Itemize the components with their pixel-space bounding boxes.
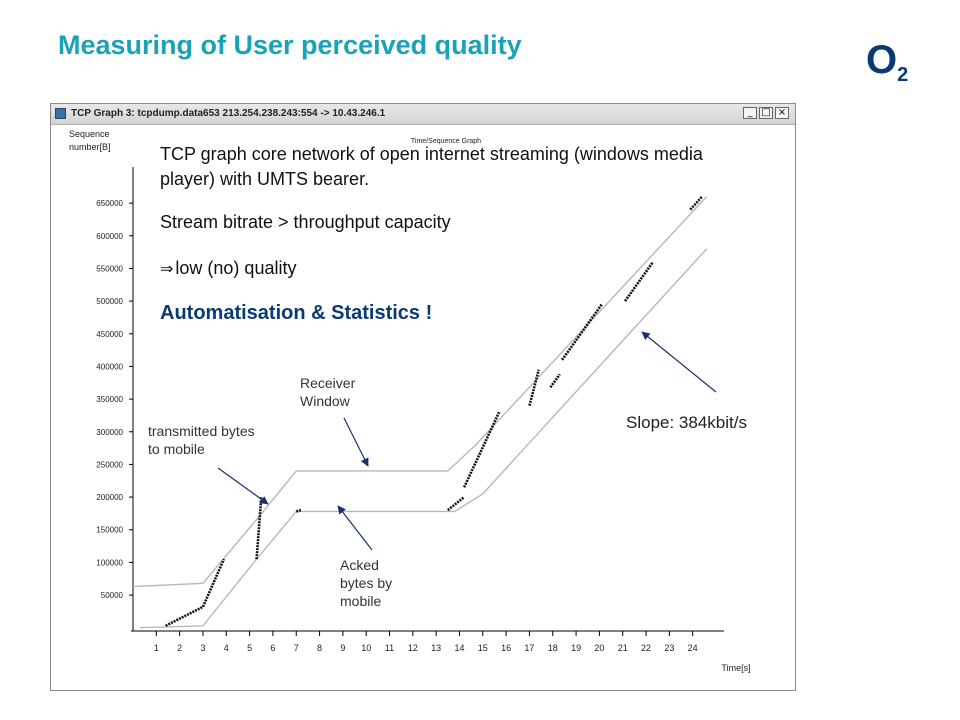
app-icon <box>55 108 66 119</box>
x-tick-label: 15 <box>478 643 488 653</box>
receiver-annotation: Receiver Window <box>300 375 356 409</box>
transmitted-segment <box>549 373 561 389</box>
transmitted-segment <box>528 369 541 406</box>
transmitted-annotation: transmitted bytes to mobile <box>148 423 255 457</box>
transmitted-segment <box>255 496 263 560</box>
minimize-button[interactable]: _ <box>743 107 757 119</box>
maximize-button[interactable]: □ <box>759 107 773 119</box>
x-tick-label: 13 <box>431 643 441 653</box>
logo-main: O <box>866 38 898 82</box>
x-tick-label: 5 <box>247 643 252 653</box>
x-tick-label: 9 <box>340 643 345 653</box>
x-tick-label: 18 <box>548 643 558 653</box>
series-line-0 <box>132 196 708 588</box>
transmitted-segment <box>201 558 226 608</box>
emphasis-text: Automatisation & Statistics ! <box>160 302 433 324</box>
x-tick-label: 3 <box>200 643 205 653</box>
logo-sub: 2 <box>897 64 909 86</box>
close-button[interactable]: × <box>775 107 789 119</box>
y-tick-label: 50000 <box>101 591 124 600</box>
acked-annotation: Acked bytes by mobile <box>340 557 393 609</box>
transmitted-segment <box>623 261 655 302</box>
description-text: TCP graph core network of open internet … <box>160 144 703 189</box>
slide-title: Measuring of User perceived quality <box>58 30 522 60</box>
y-tick-label: 300000 <box>96 428 123 437</box>
x-tick-label: 14 <box>454 643 464 653</box>
y-tick-label: 650000 <box>96 199 123 208</box>
y-tick-label: 100000 <box>96 558 123 567</box>
x-tick-label: 10 <box>361 643 371 653</box>
y-tick-label: 250000 <box>96 460 123 469</box>
x-tick-label: 24 <box>688 643 698 653</box>
transmitted-segment <box>447 496 465 512</box>
y-axis-label: Sequence number[B] <box>69 129 111 152</box>
quality-text: ⇒ low (no) quality <box>160 258 296 279</box>
window-titlebar[interactable]: TCP Graph 3: tcpdump.data653 213.254.238… <box>51 104 795 125</box>
transmitted-segment <box>165 605 204 627</box>
y-tick-label: 450000 <box>96 330 123 339</box>
tcp-sequence-chart: Time/Sequence Graph Sequence number[B] Time… <box>69 129 751 673</box>
bitrate-text: Stream bitrate > throughput capacity <box>160 212 451 232</box>
x-tick-label: 12 <box>408 643 418 653</box>
tcp-graph-window: TCP Graph 3: tcpdump.data653 213.254.238… <box>50 103 796 691</box>
transmitted-segment <box>295 508 302 513</box>
y-tick-label: 350000 <box>96 395 123 404</box>
series-line-1 <box>139 248 708 629</box>
x-tick-label: 19 <box>571 643 581 653</box>
x-tick-label: 17 <box>524 643 534 653</box>
o2-logo: O2 <box>866 38 909 86</box>
y-tick-label: 500000 <box>96 297 123 306</box>
slope-annotation: Slope: 384kbit/s <box>626 413 747 432</box>
x-tick-label: 11 <box>385 643 394 653</box>
x-tick-label: 22 <box>641 643 651 653</box>
quality-label: low (no) quality <box>175 258 297 278</box>
y-tick-label: 200000 <box>96 493 123 502</box>
y-tick-label: 150000 <box>96 526 123 535</box>
x-tick-label: 1 <box>154 643 159 653</box>
transmitted-segment <box>561 303 603 361</box>
y-tick-label: 550000 <box>96 264 123 273</box>
x-tick-label: 23 <box>664 643 674 653</box>
x-tick-label: 2 <box>177 643 182 653</box>
chart-title: Time/Sequence Graph <box>411 138 481 145</box>
x-tick-label: 6 <box>270 643 275 653</box>
x-tick-label: 8 <box>317 643 322 653</box>
transmitted-segment <box>462 411 501 488</box>
x-tick-label: 7 <box>294 643 299 653</box>
x-tick-label: 16 <box>501 643 511 653</box>
x-axis-label: Time[s] <box>721 663 750 673</box>
x-tick-label: 20 <box>594 643 604 653</box>
y-tick-label: 400000 <box>96 362 123 371</box>
graph-canvas: Time/Sequence Graph Sequence number[B] Time… <box>51 125 795 690</box>
x-tick-label: 4 <box>224 643 229 653</box>
x-tick-label: 21 <box>618 643 628 653</box>
implies-arrow: ⇒ <box>160 261 174 278</box>
y-tick-label: 600000 <box>96 232 123 241</box>
window-title: TCP Graph 3: tcpdump.data653 213.254.238… <box>71 108 386 119</box>
